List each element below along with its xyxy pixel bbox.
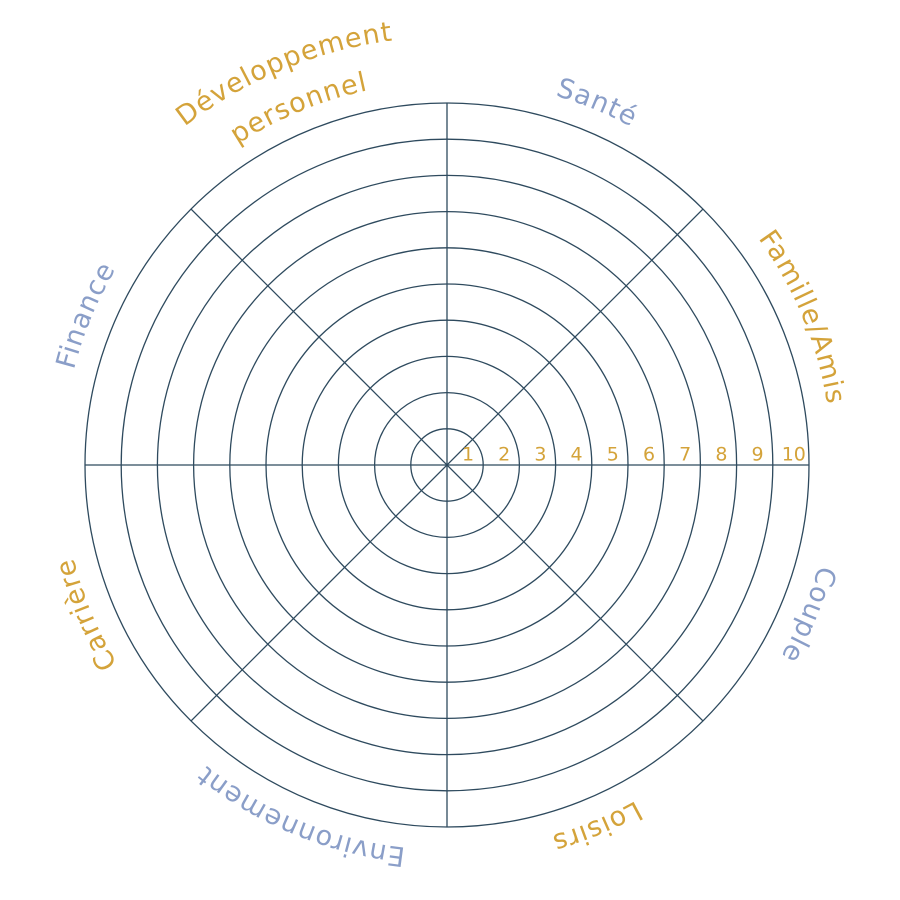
segment-label: Santé (553, 73, 643, 134)
segment-label: Couple (775, 563, 842, 668)
segment-label: Environnement (191, 759, 407, 871)
spoke (190, 208, 704, 722)
scale-number: 3 (534, 444, 546, 466)
segment-label: Loisirs (549, 794, 648, 858)
scale-number: 1 (462, 444, 474, 466)
segment-label: Carrière (50, 555, 124, 676)
scale-number: 10 (782, 444, 806, 466)
scale-number: 9 (752, 444, 764, 466)
scale-number: 4 (571, 444, 583, 466)
scale-number: 7 (679, 444, 691, 466)
scale-number: 2 (498, 444, 510, 466)
scale-number: 8 (715, 444, 727, 466)
segment-label: Famille/Amis (752, 224, 851, 406)
scale-number: 5 (607, 444, 619, 466)
scale-number: 6 (643, 444, 655, 466)
segment-label: Finance (51, 257, 122, 372)
